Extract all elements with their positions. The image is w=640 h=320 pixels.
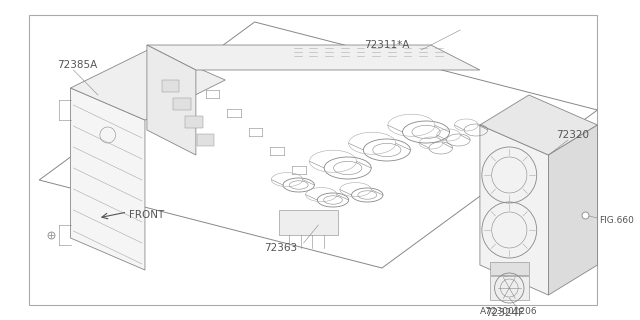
Polygon shape xyxy=(548,125,598,295)
Polygon shape xyxy=(147,45,196,155)
Polygon shape xyxy=(70,88,145,270)
Text: 72385A: 72385A xyxy=(57,60,97,70)
Text: FRONT: FRONT xyxy=(129,210,164,220)
Polygon shape xyxy=(29,15,598,305)
Text: 72320: 72320 xyxy=(556,130,589,140)
Polygon shape xyxy=(480,125,548,295)
Polygon shape xyxy=(480,95,598,155)
Text: 72324F: 72324F xyxy=(485,308,524,318)
Polygon shape xyxy=(173,98,191,110)
Text: FIG.660: FIG.660 xyxy=(600,215,634,225)
Text: 72311*A: 72311*A xyxy=(364,40,410,50)
Polygon shape xyxy=(197,134,214,146)
Text: 72363: 72363 xyxy=(264,243,298,253)
Polygon shape xyxy=(490,276,529,300)
Polygon shape xyxy=(490,262,529,275)
Polygon shape xyxy=(70,48,225,120)
Polygon shape xyxy=(185,116,203,128)
Polygon shape xyxy=(279,210,338,235)
Polygon shape xyxy=(147,45,480,70)
Text: A723001206: A723001206 xyxy=(480,308,538,316)
Polygon shape xyxy=(162,80,179,92)
